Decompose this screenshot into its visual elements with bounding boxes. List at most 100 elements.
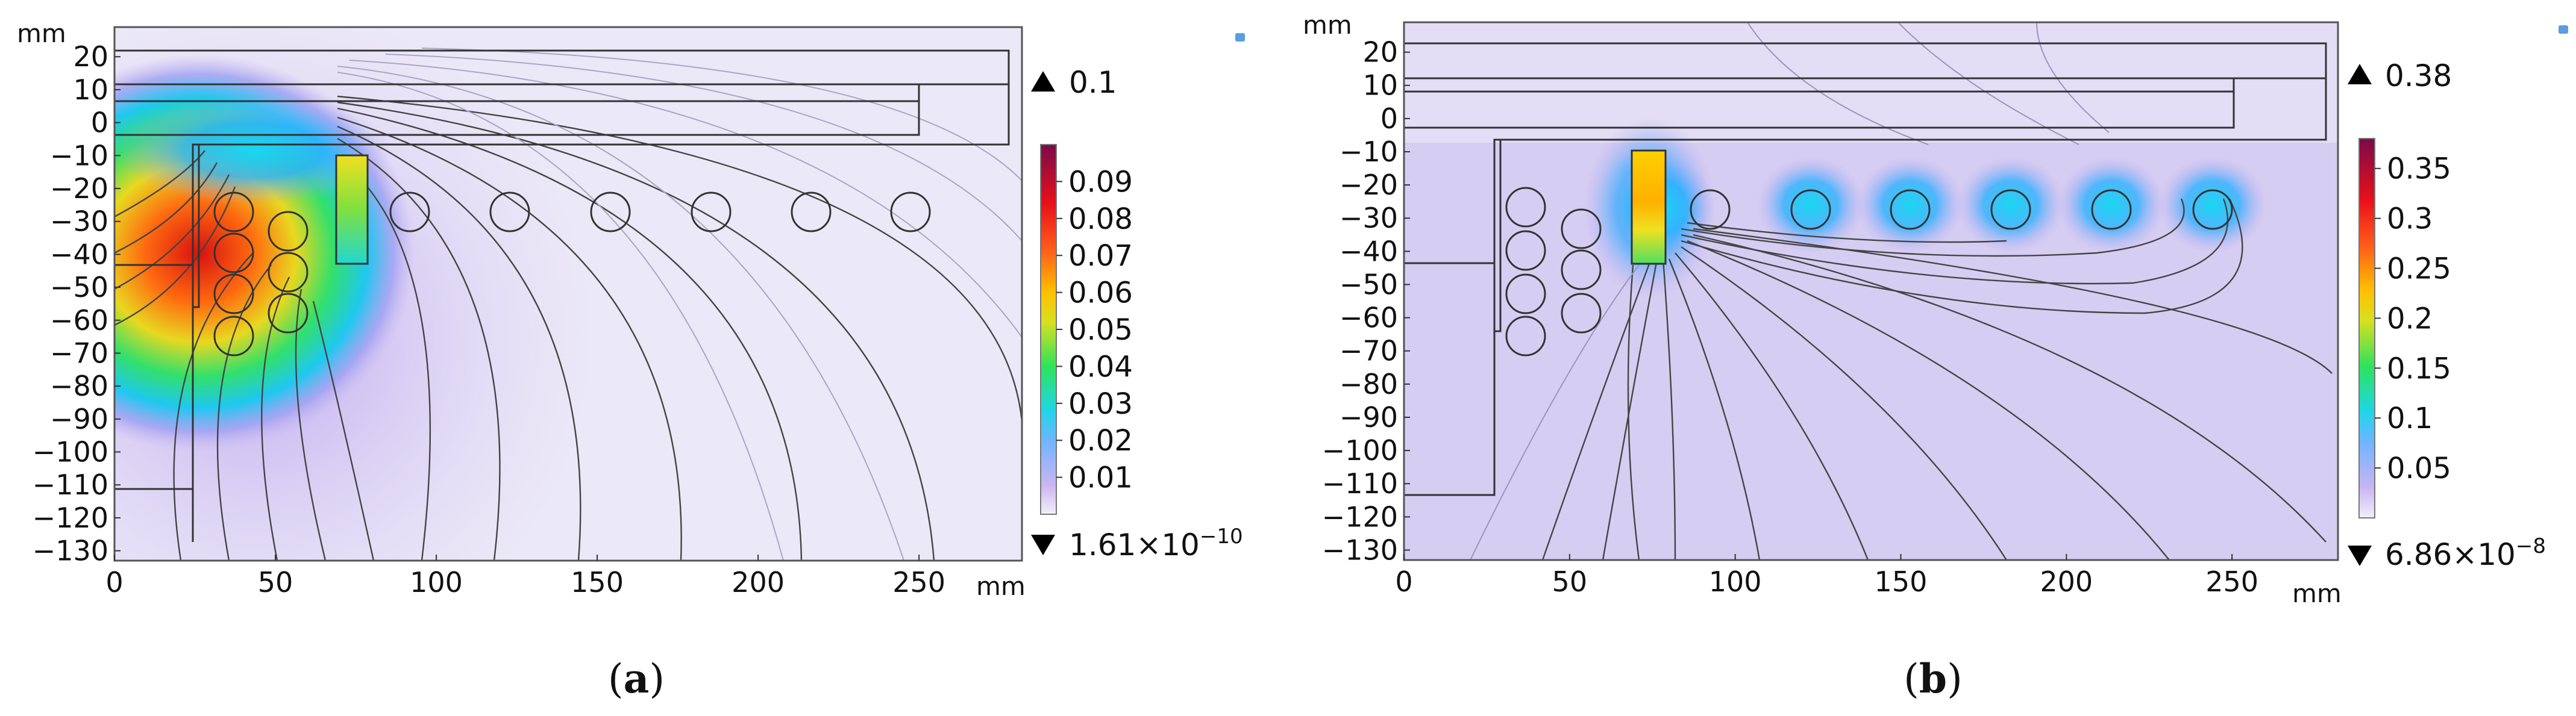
y-tick-label: −70 — [1340, 335, 1398, 367]
panel-b-max-marker-icon — [2348, 64, 2372, 84]
panel-a-field-lines — [114, 95, 1022, 561]
panel-a-max-marker: 0.1 — [1069, 65, 1117, 100]
panel-a-caption: (a) — [608, 655, 665, 702]
y-tick-label: −10 — [1340, 135, 1398, 168]
x-tick-label: 100 — [1709, 565, 1762, 598]
panel-b-halo-c3 — [1856, 157, 1964, 253]
x-tick-label: 250 — [892, 566, 945, 599]
y-tick-label: −80 — [1340, 368, 1398, 400]
x-tick-label: 250 — [2205, 565, 2258, 598]
y-tick-label: −80 — [50, 370, 108, 402]
panel-a-plot-area — [114, 27, 1022, 561]
y-tick-label: −50 — [1340, 268, 1398, 300]
panel-a-y-unit: mm — [17, 19, 66, 48]
colorbar-tick-label: 0.09 — [1068, 165, 1133, 199]
panel-a-geometry — [114, 49, 1010, 542]
panel-b-y-unit: mm — [1303, 10, 1352, 40]
y-tick-label: −120 — [1322, 500, 1398, 533]
panel-b-x-unit: mm — [2292, 579, 2342, 608]
y-tick-label: −50 — [50, 271, 108, 304]
panel-a: 0 50 100 150 200 25020100−10−20−30−40−50−60−7… — [17, 19, 1243, 702]
colorbar-tick-label: 0.05 — [1068, 313, 1133, 347]
panel-b-halo-c5 — [2057, 157, 2166, 253]
panel-b-axes: 0 50 100 150 200 25020100−10−20−30−40−50−60−7… — [1322, 36, 2258, 598]
y-tick-label: −40 — [1340, 235, 1398, 267]
panel-a-max-marker-icon — [1031, 71, 1055, 92]
panel-b-colorbar-bar — [2358, 138, 2375, 518]
panel-b: 0 50 100 150 200 25020100−10−20−30−40−50−60−7… — [1303, 10, 2546, 702]
colorbar-tick-label: 0.02 — [1068, 424, 1133, 458]
y-tick-label: −100 — [33, 436, 108, 469]
y-tick-label: −60 — [1340, 302, 1398, 334]
panel-b-top-band — [1404, 22, 2338, 143]
colorbar-tick-label: 0.1 — [2387, 402, 2433, 435]
y-tick-label: −30 — [1340, 202, 1398, 234]
panel-b-caption: (b) — [1904, 655, 1963, 702]
panel-a-x-unit: mm — [976, 571, 1026, 601]
panel-a-min-marker: 1.61×10−10 — [1069, 525, 1243, 562]
colorbar-tick-label: 0.01 — [1068, 461, 1133, 495]
y-tick-label: −130 — [1322, 534, 1398, 566]
colorbar-tick-label: 0.05 — [2387, 452, 2451, 485]
panel-b-geometry — [1404, 42, 2327, 496]
panel-b-plot-frame — [1403, 21, 2339, 561]
colorbar-tick-label: 0.2 — [2387, 302, 2433, 335]
y-tick-label: 10 — [73, 73, 108, 106]
y-tick-label: −70 — [50, 337, 108, 369]
x-tick-label: 150 — [571, 566, 624, 599]
panel-b-min-marker: 6.86×10−8 — [2385, 534, 2546, 572]
x-tick-label: 150 — [1875, 565, 1928, 598]
x-tick-label: 0 — [105, 566, 123, 599]
y-tick-label: 0 — [91, 107, 108, 139]
y-tick-label: −130 — [33, 535, 108, 567]
panel-a-min-marker-icon — [1031, 535, 1055, 555]
panel-a-cyan-upper — [114, 96, 392, 205]
y-tick-label: −20 — [1340, 169, 1398, 201]
x-tick-label: 100 — [410, 566, 463, 599]
panel-b-halo-c2 — [1757, 157, 1865, 253]
panel-a-colorbar-ticks: 0.090.080.070.060.050.040.030.020.01 — [1056, 165, 1133, 495]
colorbar-tick-label: 0.3 — [2387, 202, 2433, 236]
colorbar-tick-label: 0.35 — [2387, 152, 2451, 186]
panel-a-colorbar: 0.090.080.070.060.050.040.030.020.01 0.1… — [1031, 65, 1243, 562]
y-tick-label: 10 — [1362, 69, 1398, 102]
colorbar-tick-label: 0.08 — [1068, 202, 1133, 236]
y-tick-label: −90 — [1340, 401, 1398, 434]
panel-b-colorbar: 0.35 0.3 0.25 0.2 0.15 0.1 0.05 0.38 6.86×10−8 — [2348, 58, 2546, 572]
x-tick-label: 200 — [732, 566, 785, 599]
y-tick-label: 20 — [73, 40, 108, 73]
panel-b-min-marker-icon — [2348, 546, 2372, 566]
panel-a-colorbar-bar — [1040, 144, 1057, 515]
panel-b-field-lines — [1541, 198, 2333, 560]
colorbar-tick-label: 0.07 — [1068, 239, 1133, 273]
y-tick-label: −120 — [33, 502, 108, 534]
colorbar-tick-label: 0.06 — [1068, 276, 1133, 310]
panel-a-axes: 0 50 100 150 200 25020100−10−20−30−40−50−60−7… — [33, 40, 945, 599]
y-tick-label: −10 — [50, 139, 108, 172]
y-tick-label: −100 — [1322, 434, 1398, 467]
colorbar-tick-label: 0.25 — [2387, 252, 2451, 286]
panel-b-halo-c4 — [1957, 157, 2065, 253]
colorbar-tick-label: 0.03 — [1068, 387, 1133, 421]
y-tick-label: 20 — [1362, 36, 1398, 69]
panel-a-corner-icon — [1235, 33, 1245, 42]
y-tick-label: −110 — [33, 469, 108, 501]
panel-b-max-marker: 0.38 — [2385, 58, 2452, 93]
colorbar-tick-label: 0.04 — [1068, 350, 1133, 384]
x-tick-label: 50 — [258, 566, 293, 599]
y-tick-label: −30 — [50, 205, 108, 238]
x-tick-label: 0 — [1395, 565, 1412, 598]
x-tick-label: 50 — [1552, 565, 1588, 598]
y-tick-label: −60 — [50, 304, 108, 337]
panel-b-halo-c6 — [2158, 157, 2267, 253]
colorbar-tick-label: 0.15 — [2387, 352, 2451, 385]
x-tick-label: 200 — [2040, 565, 2093, 598]
y-tick-label: −40 — [50, 238, 108, 270]
y-tick-label: −20 — [50, 172, 108, 205]
y-tick-label: 0 — [1380, 102, 1398, 135]
y-tick-label: −90 — [50, 403, 108, 435]
panel-b-corner-icon — [2559, 25, 2568, 34]
panel-a-plot-frame — [113, 26, 1023, 562]
panel-b-plot-area — [1404, 22, 2338, 560]
